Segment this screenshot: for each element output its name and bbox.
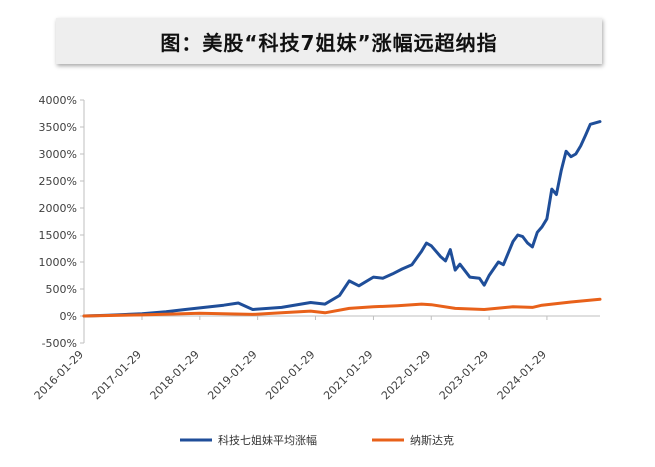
x-tick-label: 2018-01-29 (148, 348, 202, 402)
chart-title: 图：美股“科技7姐妹”涨幅远超纳指 (160, 30, 498, 55)
legend-label-2: 纳斯达克 (410, 434, 454, 447)
y-tick-label: 1000% (39, 256, 77, 269)
x-tick-label: 2023-01-29 (437, 348, 491, 402)
series-layer (82, 120, 602, 318)
y-tick-label: 3500% (39, 121, 77, 134)
legend: 科技七姐妹平均涨幅 纳斯达克 (180, 433, 454, 447)
y-tick-label: 0% (60, 310, 77, 323)
series-line-2 (82, 297, 602, 318)
series-line-1 (82, 120, 602, 318)
x-tick-label: 2024-01-29 (495, 348, 549, 402)
y-tick-label: -500% (42, 337, 77, 350)
x-tick-label: 2020-01-29 (263, 348, 317, 402)
x-tick-label: 2016-01-29 (32, 348, 86, 402)
y-tick-label: 4000% (39, 94, 77, 107)
legend-label-1: 科技七姐妹平均涨幅 (218, 433, 317, 447)
x-tick-label: 2017-01-29 (90, 348, 144, 402)
x-tick-label: 2021-01-29 (321, 348, 375, 402)
y-tick-label: 1500% (39, 229, 77, 242)
y-tick-label: 3000% (39, 148, 77, 161)
y-tick-label: 500% (46, 283, 77, 296)
axes-layer: -500% 0% 500% 1000% 1500% 2000% 2500% 3000% 3500… (32, 94, 600, 402)
y-tick-label: 2500% (39, 175, 77, 188)
y-tick-label: 2000% (39, 202, 77, 215)
chart-title-box: 图：美股“科技7姐妹”涨幅远超纳指 (56, 18, 602, 64)
x-tick-label: 2022-01-29 (379, 348, 433, 402)
x-tick-label: 2019-01-29 (205, 348, 259, 402)
